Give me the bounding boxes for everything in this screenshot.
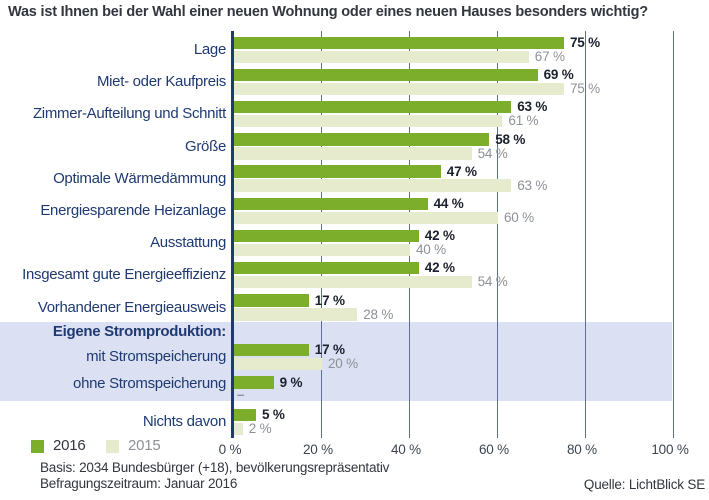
legend-swatch-2015 xyxy=(106,440,119,453)
bar-2016 xyxy=(234,197,428,210)
bar-value-2016: 42 % xyxy=(424,228,455,244)
x-tick-label: 20 % xyxy=(303,442,333,457)
bar-value-2015: 67 % xyxy=(534,49,565,64)
category-label: Vorhandener Energieausweis xyxy=(37,298,226,316)
bar-2015 xyxy=(234,422,243,435)
bar-2015 xyxy=(234,179,512,192)
bar-value-2016: 17 % xyxy=(314,292,345,308)
footnote-basis: Basis: 2034 Bundesbürger (+18), bevölker… xyxy=(40,460,390,475)
category-label: mit Stromspeicherung xyxy=(86,348,226,365)
bar-value-2016: 58 % xyxy=(495,131,526,147)
category-label: Größe xyxy=(184,137,226,155)
bar-2016 xyxy=(234,408,256,421)
bar-2016 xyxy=(234,229,419,243)
bar-2016 xyxy=(234,165,441,178)
bar-value-2016: 17 % xyxy=(314,342,345,357)
footnote-zeitraum: Befragungszeitraum: Januar 2016 xyxy=(40,476,238,491)
bar-2016 xyxy=(234,100,512,114)
x-tick-label: 60 % xyxy=(479,442,509,457)
category-label: Energiesparende Heizanlage xyxy=(40,202,226,219)
grid-line xyxy=(584,31,586,438)
bar-value-2015: 40 % xyxy=(416,242,446,258)
highlight-band xyxy=(0,322,672,401)
category-label: Eigene Stromproduktion: xyxy=(52,323,226,340)
bar-2016 xyxy=(234,133,490,146)
category-label: Optimale Wärmedämmung xyxy=(53,169,226,187)
bar-value-2015: 2 % xyxy=(248,421,272,436)
bar-2015 xyxy=(234,147,472,160)
bar-value-2015: 54 % xyxy=(477,274,508,290)
bar-value-2015: 28 % xyxy=(363,306,394,322)
bar-value-2016: 9 % xyxy=(279,374,303,390)
bar-value-2015: 61 % xyxy=(508,113,539,129)
bar-value-2015: 20 % xyxy=(328,356,358,371)
legend-swatch-2016 xyxy=(31,440,44,453)
bar-value-2016: 42 % xyxy=(424,260,455,276)
x-tick-label: 80 % xyxy=(567,442,597,457)
bar-value-2016: 63 % xyxy=(517,99,548,115)
bar-2015 xyxy=(234,50,529,63)
bar-2016 xyxy=(234,376,274,389)
category-label: Zimmer-Aufteilung und Schnitt xyxy=(32,105,226,123)
x-tick-label: 100 % xyxy=(651,442,689,457)
bar-2016 xyxy=(234,261,419,275)
source-credit: Quelle: LichtBlick SE xyxy=(583,477,705,492)
bar-value-2015: 60 % xyxy=(504,210,534,225)
bar-2015 xyxy=(234,308,358,321)
grid-line xyxy=(672,31,674,438)
category-label: ohne Stromspeicherung xyxy=(73,375,226,392)
grid-line xyxy=(496,31,498,438)
chart-title: Was ist Ihnen bei der Wahl einer neuen W… xyxy=(8,4,648,20)
bar-value-2016: 47 % xyxy=(446,163,477,179)
bar-value-2015: 54 % xyxy=(477,145,508,161)
category-label: Ausstattung xyxy=(150,234,226,252)
missing-value-dash: – xyxy=(237,387,245,402)
category-label: Miet- oder Kaufpreis xyxy=(96,73,226,91)
bar-2015 xyxy=(234,275,472,289)
bar-value-2016: 5 % xyxy=(262,407,285,422)
legend-label-2016: 2016 xyxy=(53,437,86,454)
bar-2015 xyxy=(234,82,564,96)
bar-2016 xyxy=(234,36,564,49)
bar-2015 xyxy=(234,243,410,257)
bar-2016 xyxy=(234,343,309,356)
bar-2015 xyxy=(234,357,322,370)
bar-2015 xyxy=(234,211,498,224)
x-tick-label: 0 % xyxy=(218,442,242,457)
x-tick-label: 40 % xyxy=(391,442,421,457)
category-label: Lage xyxy=(193,41,226,58)
category-label: Nichts davon xyxy=(142,413,226,430)
bar-value-2016: 44 % xyxy=(433,196,464,211)
legend-label-2015: 2015 xyxy=(128,437,161,454)
bar-2016 xyxy=(234,294,309,307)
category-label: Insgesamt gute Energieeffizienz xyxy=(22,266,226,284)
bar-2015 xyxy=(234,114,503,128)
bar-value-2015: 63 % xyxy=(517,177,548,193)
x-axis-line xyxy=(231,31,234,438)
bar-value-2016: 75 % xyxy=(570,35,600,50)
bar-value-2015: 75 % xyxy=(570,81,600,97)
bar-2016 xyxy=(234,68,538,82)
bar-value-2016: 69 % xyxy=(543,67,574,83)
